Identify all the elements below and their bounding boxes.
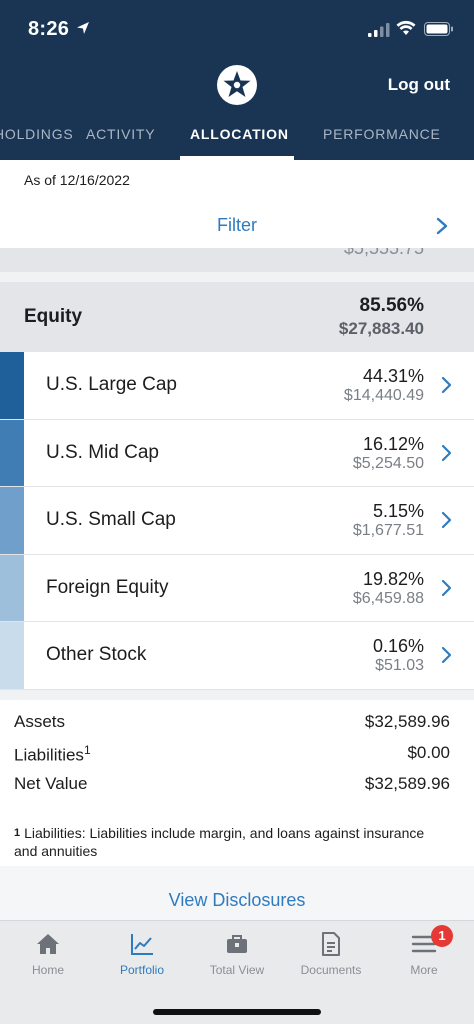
group-name: Equity xyxy=(24,306,83,327)
wifi-icon xyxy=(396,20,416,35)
summary-row-assets: Assets $32,589.96 xyxy=(0,706,474,737)
status-time: 8:26 xyxy=(28,18,70,40)
nav-portfolio[interactable]: Portfolio xyxy=(97,931,187,977)
color-swatch xyxy=(0,554,24,621)
nav-home[interactable]: Home xyxy=(3,931,93,977)
footnote-marker: 1 xyxy=(83,743,91,757)
chart-icon xyxy=(131,934,153,955)
tab-holdings[interactable]: HOLDINGS xyxy=(0,126,74,142)
allocation-row-us-small-cap[interactable]: U.S. Small Cap 5.15% $1,677.51 xyxy=(0,487,474,555)
tab-activity[interactable]: ACTIVITY xyxy=(86,126,156,142)
color-swatch xyxy=(0,352,24,419)
row-percent: 5.15% xyxy=(372,501,424,521)
home-icon xyxy=(37,934,59,954)
tab-performance[interactable]: PERFORMANCE xyxy=(323,126,441,142)
divider xyxy=(0,690,474,700)
row-amount: $6,459.88 xyxy=(352,589,424,607)
chevron-right-icon xyxy=(441,511,452,529)
previous-group-amount: $5,555.75 xyxy=(343,248,424,258)
active-tab-indicator xyxy=(180,156,294,160)
color-swatch xyxy=(0,419,24,486)
footnote-number: 1 xyxy=(14,827,21,839)
nav-label: More xyxy=(410,963,438,977)
bottom-tab-bar: Home Portfolio Total View Documents 1 Mo… xyxy=(0,920,474,1024)
color-swatch xyxy=(0,622,24,689)
home-indicator xyxy=(153,1009,321,1015)
row-name: U.S. Large Cap xyxy=(46,374,177,395)
allocation-group-header: Equity 85.56% $27,883.40 xyxy=(0,282,474,352)
color-swatch xyxy=(0,487,24,554)
row-name: Foreign Equity xyxy=(46,576,169,598)
summary-row-net-value: Net Value $32,589.96 xyxy=(0,768,474,799)
chevron-right-icon xyxy=(441,376,452,394)
assets-label: Assets xyxy=(14,712,66,731)
app-header: 8:26 Log out HOLDINGS ACTIVITY ALLOCATIO xyxy=(0,0,474,160)
row-percent: 16.12% xyxy=(362,433,424,454)
net-value-value: $32,589.96 xyxy=(364,774,450,793)
row-percent: 19.82% xyxy=(362,568,424,589)
chevron-right-icon xyxy=(441,579,452,596)
location-arrow-icon xyxy=(77,22,89,34)
nav-label: Documents xyxy=(300,963,362,977)
tab-allocation[interactable]: ALLOCATION xyxy=(190,126,289,142)
allocation-list: U.S. Large Cap 44.31% $14,440.49 U.S. Mi… xyxy=(0,352,474,690)
footnote-text: Liabilities: Liabilities include margin,… xyxy=(14,825,425,859)
nav-total-view[interactable]: Total View xyxy=(192,931,282,977)
allocation-row-us-mid-cap[interactable]: U.S. Mid Cap 16.12% $5,254.50 xyxy=(0,419,474,487)
as-of-date: As of 12/16/2022 xyxy=(24,172,130,188)
chevron-right-icon xyxy=(441,444,452,461)
row-name: U.S. Mid Cap xyxy=(46,441,159,463)
account-summary: Assets $32,589.96 Liabilities1 $0.00 Net… xyxy=(0,706,474,799)
nav-label: Home xyxy=(31,963,64,977)
divider xyxy=(0,272,474,282)
assets-value: $32,589.96 xyxy=(364,712,450,731)
nav-label: Total View xyxy=(209,963,265,977)
row-amount: $14,440.49 xyxy=(343,387,424,404)
document-icon xyxy=(322,932,340,956)
row-name: U.S. Small Cap xyxy=(46,509,176,530)
allocation-row-us-large-cap[interactable]: U.S. Large Cap 44.31% $14,440.49 xyxy=(0,352,474,420)
liabilities-label: Liabilities1 xyxy=(14,743,91,766)
liabilities-value: $0.00 xyxy=(407,743,450,762)
notification-badge: 1 xyxy=(431,925,453,947)
nav-label: Portfolio xyxy=(119,963,165,977)
logout-button[interactable]: Log out xyxy=(387,75,450,94)
brand-star-logo-icon xyxy=(217,65,257,105)
group-percent: 85.56% xyxy=(359,295,424,316)
row-amount: $5,254.50 xyxy=(352,454,424,472)
briefcase-icon xyxy=(227,935,247,953)
section-tabs: HOLDINGS ACTIVITY ALLOCATION PERFORMANCE xyxy=(0,118,474,160)
chevron-right-icon xyxy=(436,217,448,235)
cellular-signal-icon xyxy=(368,23,390,37)
previous-group-row: $5,555.75 xyxy=(0,248,474,272)
group-amount: $27,883.40 xyxy=(338,319,424,338)
row-percent: 0.16% xyxy=(372,636,424,656)
summary-row-liabilities: Liabilities1 $0.00 xyxy=(0,737,474,768)
disclosures-section: View Disclosures xyxy=(0,866,474,920)
chevron-right-icon xyxy=(441,646,452,664)
allocation-row-foreign-equity[interactable]: Foreign Equity 19.82% $6,459.88 xyxy=(0,554,474,622)
filter-button[interactable]: Filter xyxy=(0,203,474,247)
filter-label: Filter xyxy=(217,215,257,235)
row-amount: $51.03 xyxy=(375,657,424,674)
row-percent: 44.31% xyxy=(362,366,424,386)
view-disclosures-link[interactable]: View Disclosures xyxy=(168,890,306,910)
row-amount: $1,677.51 xyxy=(352,522,424,539)
liabilities-label-text: Liabilities xyxy=(14,745,84,765)
battery-icon xyxy=(424,22,453,36)
nav-more[interactable]: 1 More xyxy=(379,925,469,977)
nav-documents[interactable]: Documents xyxy=(286,931,376,977)
net-value-label: Net Value xyxy=(14,774,88,793)
row-name: Other Stock xyxy=(46,644,147,665)
liabilities-footnote: 1 Liabilities: Liabilities include margin… xyxy=(14,824,434,860)
allocation-row-other-stock[interactable]: Other Stock 0.16% $51.03 xyxy=(0,622,474,690)
status-bar: 8:26 xyxy=(0,0,474,58)
